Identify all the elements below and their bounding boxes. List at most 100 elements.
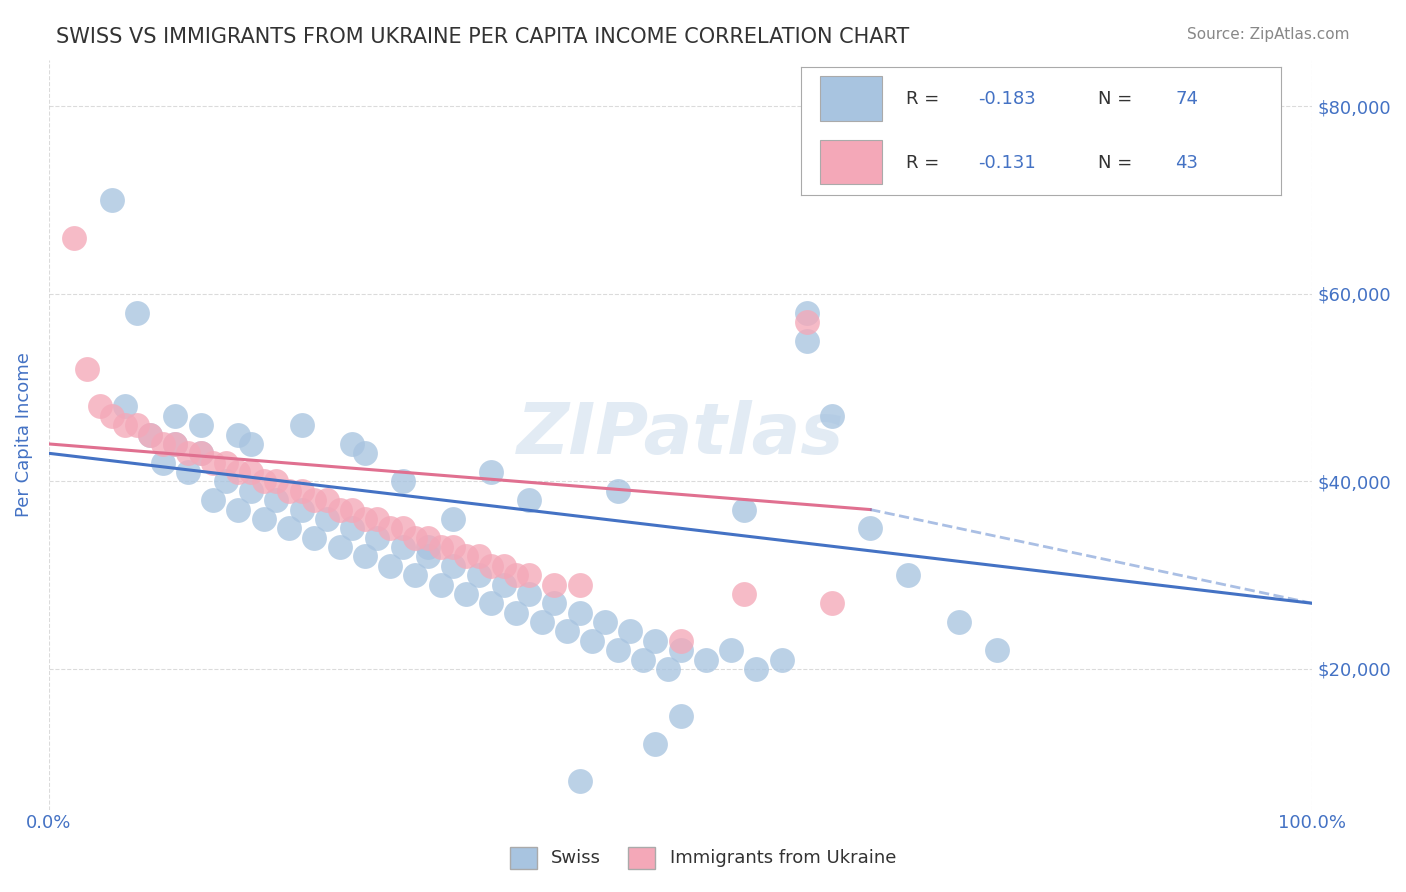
Point [441,512,464,526]
Point [593,615,616,629]
Point [340,437,363,451]
Point [291,418,314,433]
Point [378,558,401,573]
Point [467,568,489,582]
Point [329,502,352,516]
Point [517,568,540,582]
Point [240,437,263,451]
Point [291,502,314,516]
Point [391,475,413,489]
Point [619,624,641,639]
Point [770,652,793,666]
Point [669,633,692,648]
Point [63,230,86,244]
Point [165,437,187,451]
Point [505,606,527,620]
Point [215,475,238,489]
Point [505,568,527,582]
Point [366,512,388,526]
Point [404,568,426,582]
Point [581,633,603,648]
Point [606,643,628,657]
Point [454,549,477,564]
Point [304,493,326,508]
Point [165,409,187,423]
Point [215,456,238,470]
Point [316,493,339,508]
Point [517,493,540,508]
Point [543,577,565,591]
Point [291,483,314,498]
Point [454,587,477,601]
Point [644,737,666,751]
Point [467,549,489,564]
Point [114,400,136,414]
Point [745,662,768,676]
Point [568,577,591,591]
Point [441,540,464,554]
Point [479,596,502,610]
Point [101,193,124,207]
Point [228,427,250,442]
Point [441,558,464,573]
Point [316,512,339,526]
Point [416,531,439,545]
Point [165,437,187,451]
Point [404,531,426,545]
Point [353,549,375,564]
Point [986,643,1008,657]
Point [429,577,451,591]
Point [202,493,225,508]
Text: SWISS VS IMMIGRANTS FROM UKRAINE PER CAPITA INCOME CORRELATION CHART: SWISS VS IMMIGRANTS FROM UKRAINE PER CAP… [56,27,910,46]
Point [329,540,352,554]
Point [177,446,200,460]
Point [657,662,679,676]
Point [127,418,149,433]
Point [139,427,162,442]
Point [253,512,276,526]
Point [695,652,717,666]
Point [253,475,276,489]
Point [228,502,250,516]
Point [720,643,742,657]
Point [796,315,818,329]
Point [821,409,844,423]
Point [101,409,124,423]
Point [391,521,413,535]
Point [416,549,439,564]
Point [543,596,565,610]
Point [366,531,388,545]
Point [152,437,174,451]
Point [202,456,225,470]
Point [631,652,654,666]
Point [821,596,844,610]
Point [733,587,755,601]
Point [353,512,375,526]
Point [228,465,250,479]
Point [568,606,591,620]
Point [568,774,591,789]
Point [606,483,628,498]
Point [492,577,515,591]
Point [517,587,540,601]
Point [530,615,553,629]
Point [89,400,111,414]
Point [76,362,98,376]
Point [190,446,212,460]
Point [278,483,301,498]
Point [114,418,136,433]
Point [378,521,401,535]
Point [139,427,162,442]
Point [127,306,149,320]
Point [177,465,200,479]
Point [796,334,818,348]
Point [669,643,692,657]
Point [479,558,502,573]
Point [391,540,413,554]
Point [266,493,288,508]
Point [240,483,263,498]
Point [240,465,263,479]
Point [429,540,451,554]
Text: Source: ZipAtlas.com: Source: ZipAtlas.com [1187,27,1350,42]
Point [555,624,578,639]
